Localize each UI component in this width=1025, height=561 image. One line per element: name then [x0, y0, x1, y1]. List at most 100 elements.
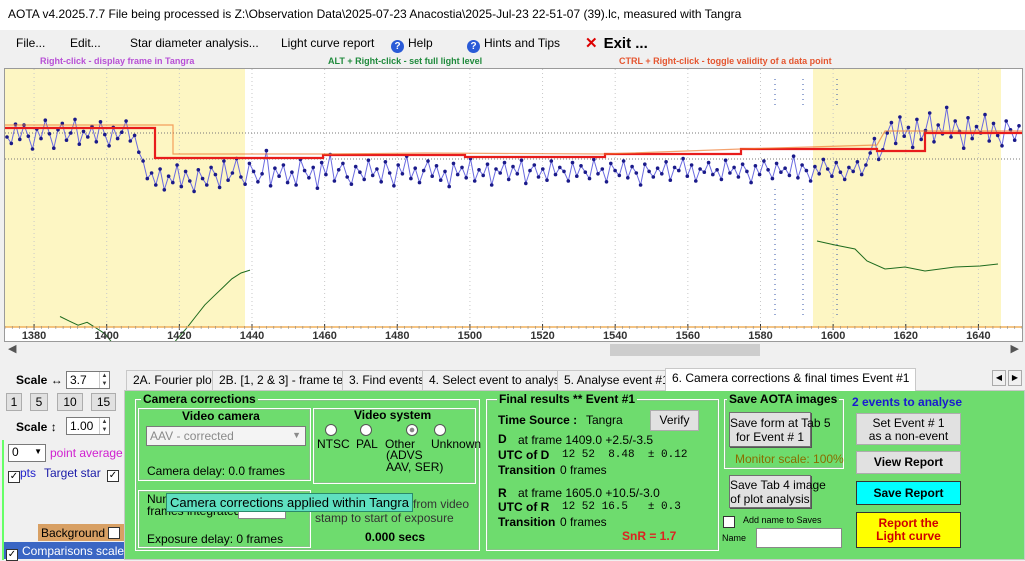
menu-file[interactable]: File... — [16, 36, 46, 50]
data-point — [455, 172, 460, 177]
scroll-right-icon[interactable]: ▶ — [1010, 343, 1019, 355]
target-star-checkbox[interactable]: ✓ — [107, 465, 119, 482]
data-point — [137, 150, 141, 154]
data-point — [1004, 119, 1008, 123]
data-point — [69, 131, 73, 135]
data-point — [315, 186, 320, 190]
set-non-event-button[interactable]: Set Event # 1 as a non-event — [856, 413, 961, 445]
tab-prev-icon[interactable]: ◀ — [992, 370, 1006, 386]
data-point — [124, 119, 128, 123]
menu-star-diameter[interactable]: Star diameter analysis... — [130, 36, 259, 50]
data-point — [39, 136, 43, 141]
hint-ctrl-right-click: CTRL + Right-click - toggle validity of … — [619, 56, 832, 66]
camera-select[interactable]: AAV - corrected ▼ — [146, 426, 306, 446]
window-title: AOTA v4.2025.7.7 File being processed is… — [8, 7, 742, 21]
comparison-line — [816, 240, 999, 272]
data-point — [502, 160, 507, 165]
data-point — [983, 112, 987, 117]
data-point — [728, 171, 732, 175]
background-checkbox[interactable] — [108, 526, 120, 540]
unknown-radio[interactable] — [434, 423, 446, 437]
data-point — [961, 146, 966, 150]
comparisons-checkbox[interactable]: ✓ — [6, 544, 18, 561]
data-point — [18, 137, 22, 142]
pal-radio[interactable] — [360, 423, 372, 437]
data-point — [855, 160, 860, 164]
view-report-button[interactable]: View Report — [856, 451, 961, 474]
data-point — [694, 179, 698, 183]
data-point — [472, 179, 477, 183]
tab-camera-corrections[interactable]: 6. Camera corrections & final times Even… — [665, 368, 917, 391]
name-input[interactable] — [756, 528, 842, 548]
data-point — [762, 159, 766, 163]
scale-v-input[interactable]: 1.00 ▲ ▼ — [66, 417, 110, 435]
camera-corrections-group — [135, 399, 480, 551]
data-point — [549, 159, 554, 163]
tab-fourier[interactable]: 2A. Fourier plot — [126, 370, 223, 390]
verify-button[interactable]: Verify — [650, 410, 699, 431]
title-bar: AOTA v4.2025.7.7 File being processed is… — [0, 0, 1025, 30]
data-point — [838, 170, 843, 174]
comparisons-legend[interactable]: ✓ Comparisons scaled — [4, 542, 131, 561]
monitor-scale: Monitor scale: 100% — [735, 452, 844, 466]
other-radio[interactable] — [406, 423, 418, 437]
add-name-checkbox[interactable] — [723, 515, 735, 529]
scale-btn-1[interactable]: 1 — [6, 393, 22, 411]
data-point — [1017, 124, 1021, 128]
data-point — [885, 131, 889, 135]
scale-btn-10[interactable]: 10 — [57, 393, 83, 411]
tab-find-events[interactable]: 3. Find events — [342, 370, 432, 390]
frames-integrated-group — [138, 490, 311, 548]
menu-hints[interactable]: ? Hints and Tips — [467, 36, 560, 53]
x-tick-label: 1480 — [385, 330, 409, 341]
tab-analyse-event[interactable]: 5. Analyse event #1 — [557, 370, 676, 390]
data-point — [443, 169, 447, 174]
x-tick-label: 1400 — [94, 330, 118, 341]
scroll-left-icon[interactable]: ◀ — [8, 343, 17, 355]
light-curve-plot[interactable]: 1380 1400 1420 1440 1460 1480 1500 1520 1540 1560… — [4, 68, 1023, 370]
save-tab4-button[interactable]: Save Tab 4 image of plot analysis — [729, 475, 826, 508]
scale-btn-5[interactable]: 5 — [30, 393, 48, 411]
save-images-title: Save AOTA images — [727, 392, 840, 406]
data-point — [387, 171, 392, 175]
data-point — [532, 163, 537, 167]
ntsc-radio[interactable] — [325, 423, 337, 437]
data-point — [643, 162, 647, 166]
check-icon: ✓ — [8, 471, 20, 483]
tab-next-icon[interactable]: ▶ — [1008, 370, 1022, 386]
menu-help[interactable]: ? Help — [391, 36, 433, 53]
scrollbar-thumb[interactable] — [610, 344, 760, 356]
data-point — [974, 124, 979, 129]
report-light-curve-button[interactable]: Report the Light curve — [856, 512, 961, 548]
data-point — [677, 168, 681, 173]
data-point — [953, 119, 957, 123]
data-point — [277, 174, 281, 178]
data-point — [73, 117, 77, 122]
data-point — [808, 179, 813, 183]
data-point — [451, 161, 456, 166]
scale-h-input[interactable]: 3.7 ▲ ▼ — [66, 371, 110, 389]
tooltip: Camera corrections applied within Tangra — [166, 493, 413, 512]
data-point — [324, 172, 328, 177]
save-form-button[interactable]: Save form at Tab 5 for Event # 1 — [729, 412, 831, 447]
excluded-region-left — [5, 69, 245, 327]
tab-frame-test[interactable]: 2B. [1, 2 & 3] - frame test — [212, 370, 360, 390]
menu-edit[interactable]: Edit... — [70, 36, 101, 50]
menu-exit[interactable]: ✕ Exit ... — [585, 34, 648, 52]
data-point — [52, 146, 56, 150]
scale-btn-15[interactable]: 15 — [91, 393, 116, 411]
excluded-region-right — [813, 69, 1001, 327]
data-point — [723, 158, 728, 162]
plot-scrollbar[interactable]: ◀ ▶ — [4, 342, 1023, 358]
save-report-button[interactable]: Save Report — [856, 481, 961, 505]
point-average-select[interactable]: 0 ▼ — [8, 444, 46, 462]
pts-checkbox[interactable]: ✓ pts — [8, 466, 37, 483]
data-point — [613, 168, 617, 173]
data-point — [515, 172, 520, 176]
r-label: R — [498, 486, 507, 500]
menu-light-curve-report[interactable]: Light curve report — [281, 36, 375, 50]
tab-select-event[interactable]: 4. Select event to analyse — [422, 370, 574, 390]
data-point — [196, 168, 201, 172]
check-icon: ✓ — [6, 549, 18, 561]
light-curve-chart[interactable]: 1380 1400 1420 1440 1460 1480 1500 1520 1540 1560… — [4, 69, 1023, 370]
